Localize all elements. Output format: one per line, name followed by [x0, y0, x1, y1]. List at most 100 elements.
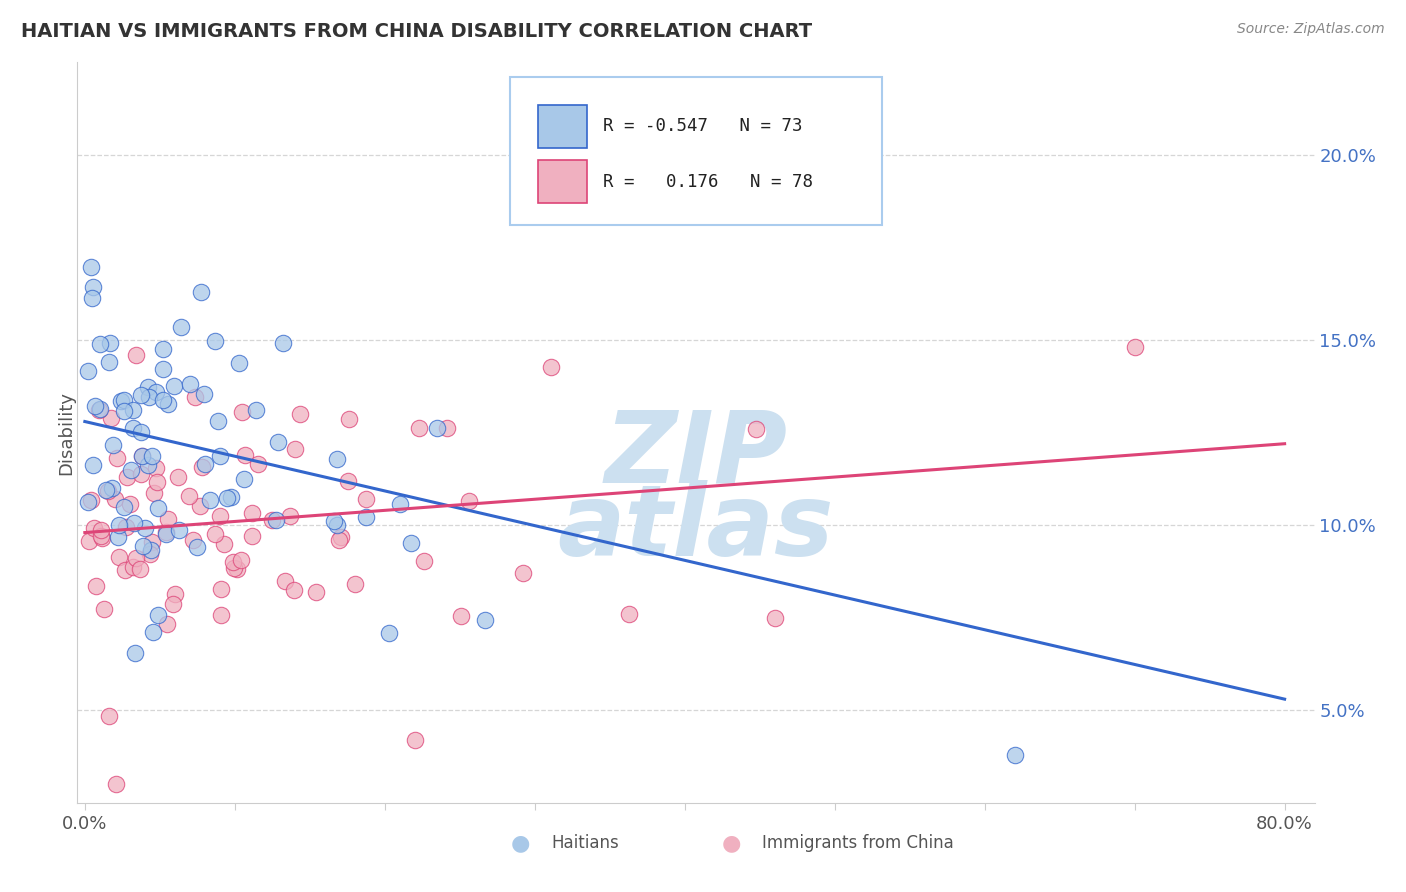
- Point: [124, 646, 146, 660]
- Point: [330, 530, 353, 544]
- Point: [115, 520, 138, 534]
- Point: [94, 483, 117, 497]
- Point: [404, 732, 426, 747]
- Point: [131, 450, 153, 464]
- Text: ●: ●: [721, 833, 741, 853]
- Point: [152, 393, 174, 408]
- Point: [283, 583, 305, 598]
- Point: [191, 459, 214, 474]
- Point: [122, 560, 145, 574]
- Point: [271, 335, 294, 350]
- Text: atlas: atlas: [558, 481, 834, 577]
- Point: [155, 524, 177, 539]
- Point: [76, 495, 98, 509]
- Point: [114, 563, 136, 577]
- Point: [143, 486, 166, 500]
- Text: HAITIAN VS IMMIGRANTS FROM CHINA DISABILITY CORRELATION CHART: HAITIAN VS IMMIGRANTS FROM CHINA DISABIL…: [21, 22, 813, 41]
- Point: [83, 520, 105, 534]
- Point: [89, 524, 111, 538]
- Point: [136, 458, 159, 472]
- Point: [89, 337, 111, 351]
- Point: [146, 607, 169, 622]
- Point: [222, 556, 245, 570]
- Point: [141, 535, 163, 549]
- Point: [157, 397, 180, 411]
- Point: [328, 533, 350, 547]
- Point: [129, 562, 152, 576]
- Point: [152, 342, 174, 356]
- Point: [401, 536, 423, 550]
- Point: [1123, 341, 1146, 355]
- Point: [136, 380, 159, 394]
- Point: [356, 491, 378, 506]
- Point: [184, 390, 207, 404]
- Point: [212, 537, 235, 551]
- Point: [229, 553, 252, 567]
- Point: [146, 501, 169, 516]
- Point: [98, 335, 121, 350]
- Point: [112, 392, 135, 407]
- Point: [284, 442, 307, 456]
- Point: [208, 508, 231, 523]
- Point: [122, 403, 145, 417]
- Point: [108, 549, 131, 564]
- FancyBboxPatch shape: [537, 104, 588, 147]
- Point: [337, 475, 360, 489]
- Point: [152, 362, 174, 376]
- Point: [89, 401, 111, 416]
- Point: [204, 334, 226, 348]
- Point: [179, 489, 201, 503]
- Point: [79, 533, 101, 548]
- Point: [474, 613, 496, 627]
- Point: [274, 574, 297, 588]
- Point: [90, 529, 112, 543]
- Point: [107, 530, 129, 544]
- FancyBboxPatch shape: [510, 78, 882, 226]
- Point: [208, 450, 231, 464]
- Point: [209, 582, 232, 596]
- Point: [97, 483, 120, 498]
- Point: [267, 435, 290, 450]
- Point: [97, 355, 120, 369]
- Point: [162, 597, 184, 611]
- Point: [170, 320, 193, 334]
- Point: [264, 513, 287, 527]
- Point: [325, 517, 347, 532]
- Point: [512, 566, 534, 581]
- Point: [132, 539, 155, 553]
- Point: [131, 450, 153, 464]
- Point: [156, 512, 179, 526]
- Point: [107, 518, 129, 533]
- Point: [204, 527, 226, 541]
- Point: [84, 399, 107, 413]
- Point: [129, 425, 152, 439]
- Point: [138, 390, 160, 404]
- Text: Immigrants from China: Immigrants from China: [762, 834, 953, 852]
- Point: [139, 547, 162, 561]
- Point: [76, 364, 98, 378]
- Y-axis label: Disability: Disability: [58, 391, 75, 475]
- Point: [231, 405, 253, 419]
- Text: ZIP: ZIP: [605, 407, 787, 503]
- Point: [89, 403, 111, 417]
- Point: [344, 577, 367, 591]
- Point: [129, 388, 152, 402]
- Point: [163, 587, 186, 601]
- Point: [167, 523, 190, 537]
- Point: [232, 472, 254, 486]
- Point: [207, 414, 229, 428]
- Point: [186, 540, 208, 554]
- Point: [457, 494, 479, 508]
- Point: [198, 493, 221, 508]
- Point: [388, 497, 411, 511]
- Point: [450, 609, 472, 624]
- Point: [215, 491, 238, 505]
- Point: [412, 554, 434, 568]
- Point: [179, 377, 201, 392]
- Point: [125, 348, 148, 362]
- Point: [134, 520, 156, 534]
- Point: [288, 407, 311, 421]
- Point: [139, 542, 162, 557]
- Point: [193, 387, 215, 401]
- Point: [222, 560, 245, 574]
